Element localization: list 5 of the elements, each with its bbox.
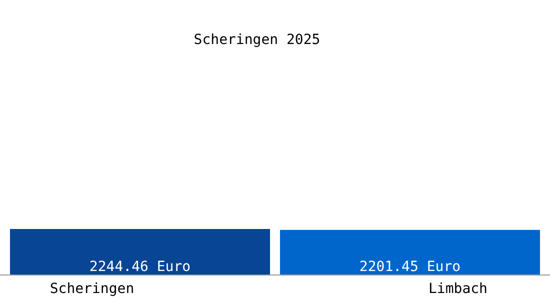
data-label: 2201.45 Euro <box>359 259 461 275</box>
chart-title: Scheringen 2025 <box>194 32 320 48</box>
data-label: 2244.46 Euro <box>89 259 191 275</box>
x-tick-label: Scheringen <box>50 281 134 297</box>
x-tick-label: Limbach <box>428 281 488 297</box>
